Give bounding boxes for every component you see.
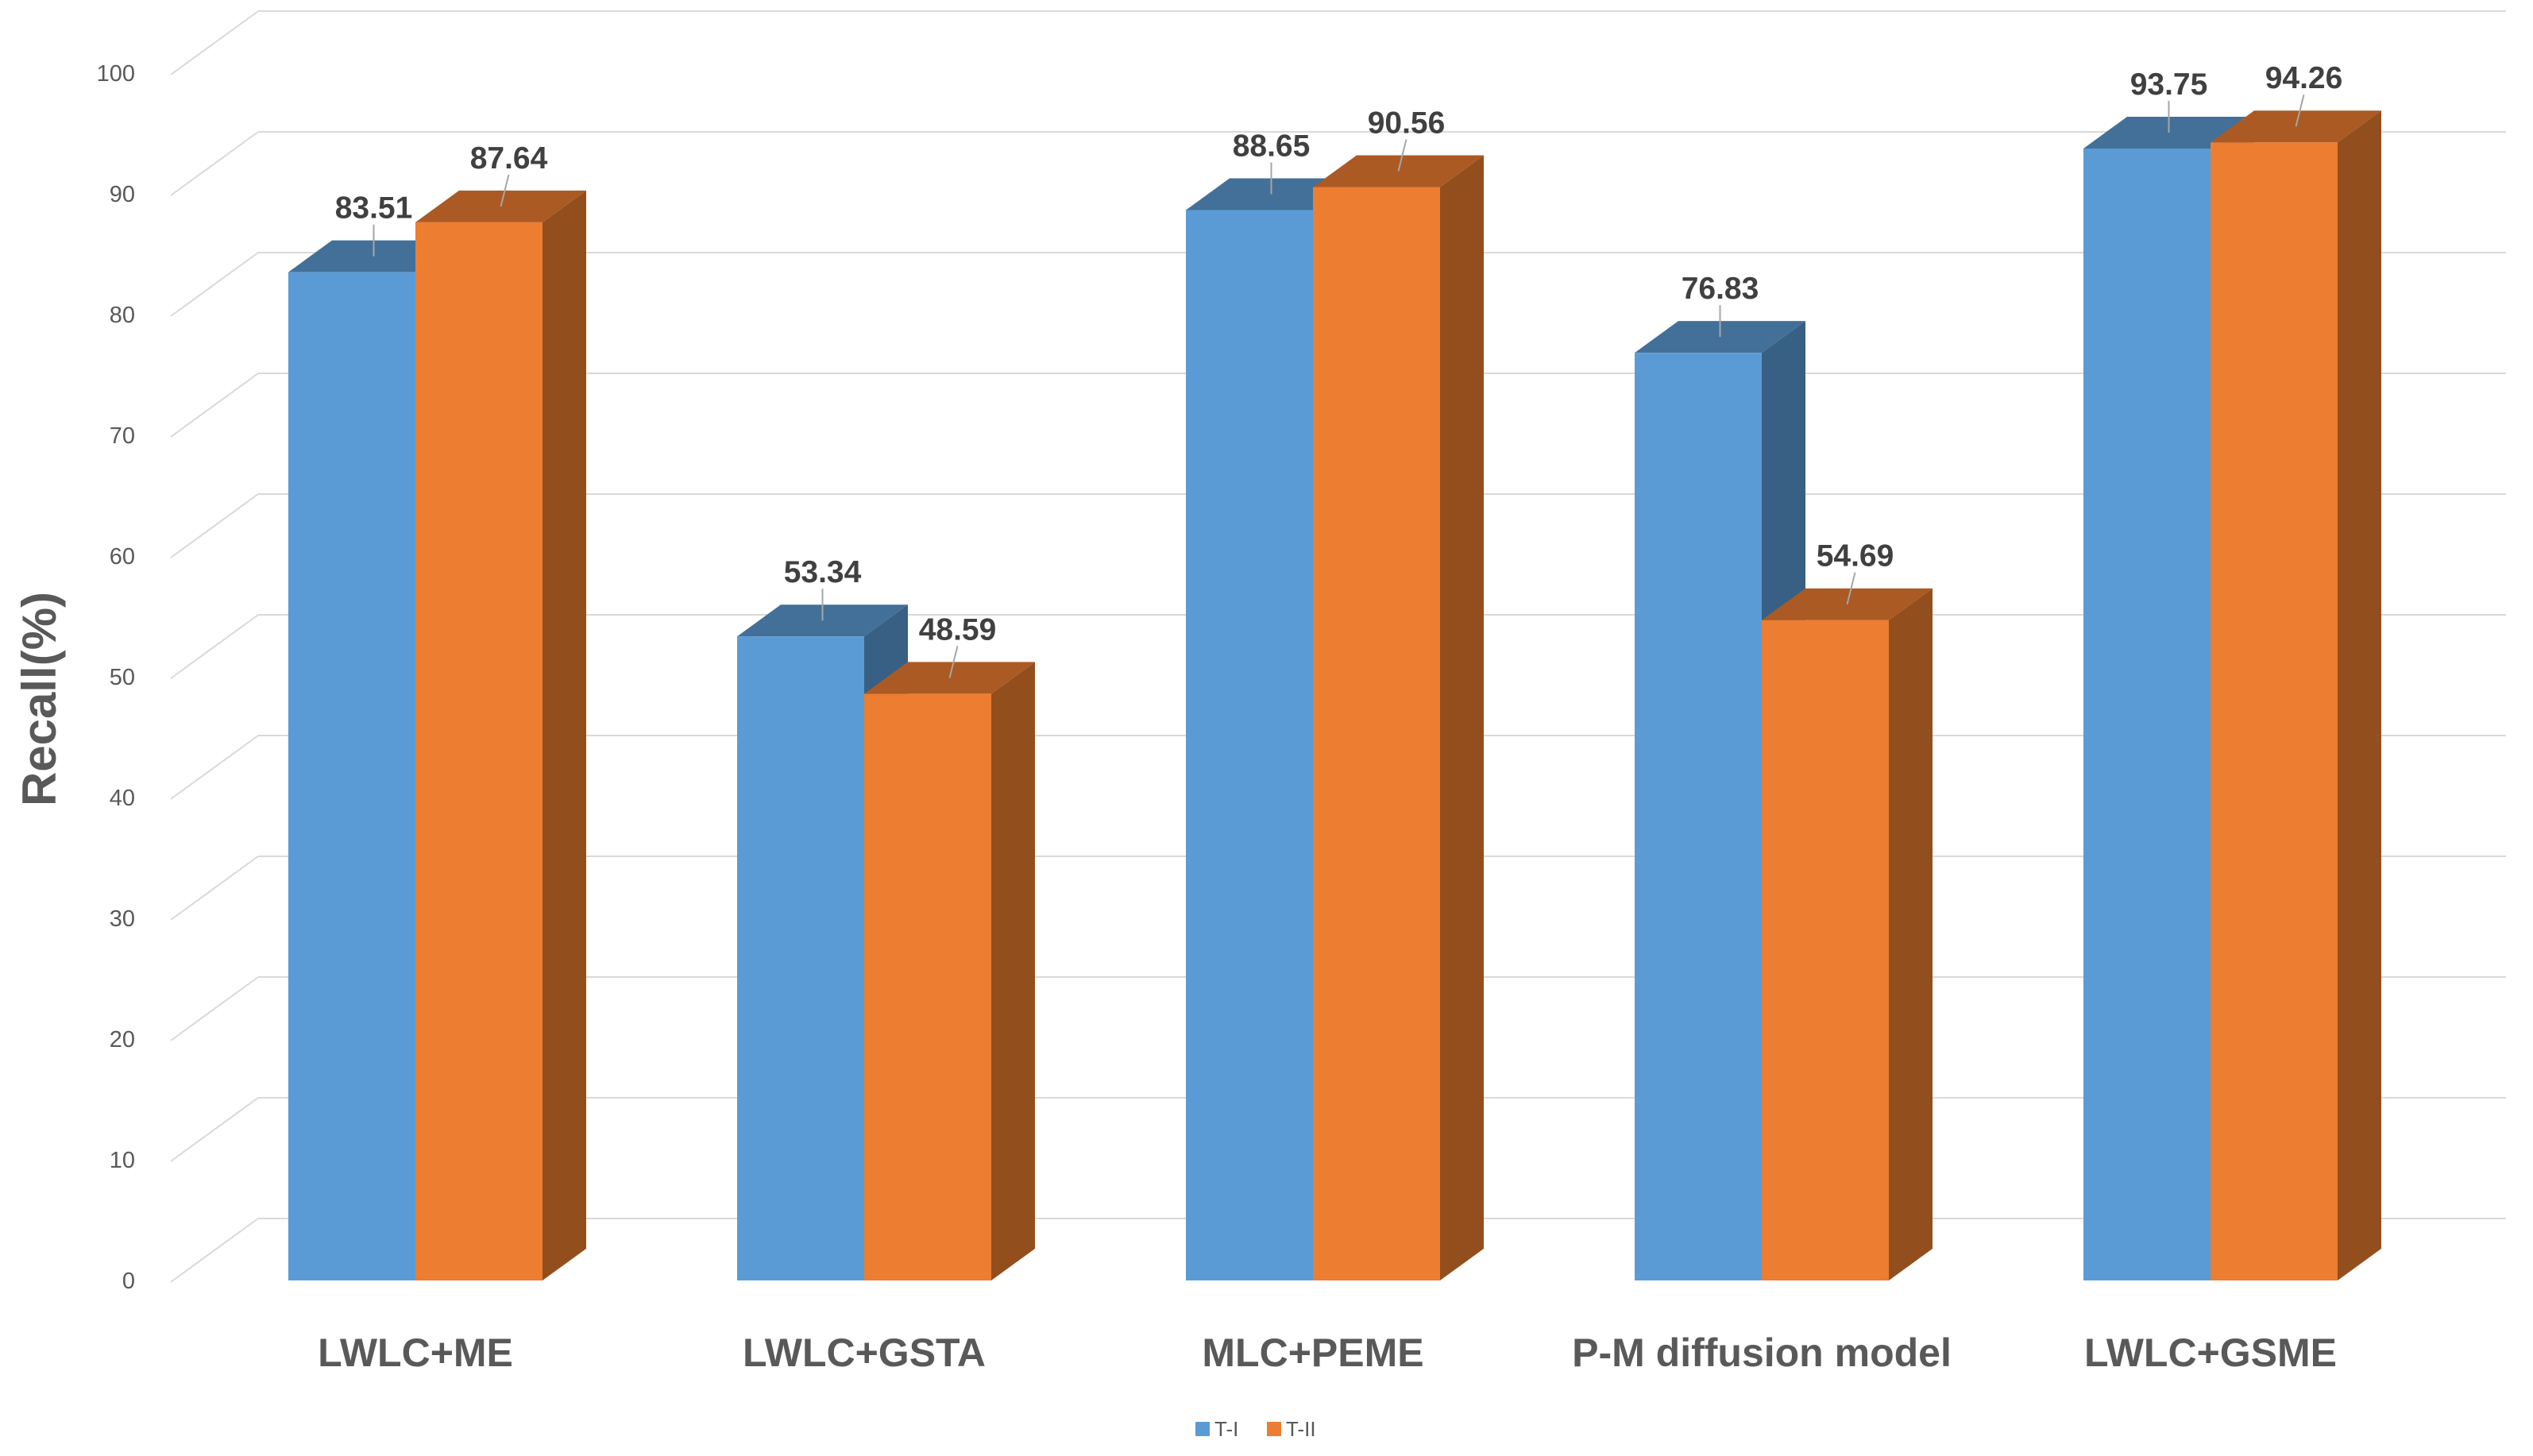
bar-front [2083, 149, 2211, 1280]
bar-t-ii-0 [415, 190, 586, 1281]
bar-t-ii-1 [864, 662, 1035, 1280]
y-tick-label: 80 [110, 303, 135, 328]
bar-t-ii-4 [2211, 110, 2381, 1280]
label-leader [1846, 572, 1856, 604]
data-label-t-ii: 94.26 [2265, 61, 2343, 95]
y-axis-title: Recall(%) [13, 592, 66, 806]
gridline-side [170, 1218, 259, 1283]
category-label: LWLC+GSTA [743, 1330, 986, 1375]
data-labels: 83.51 87.64 53.34 48.59 88.65 90.56 76.83 54.69… [335, 61, 2343, 678]
y-tick-label: 70 [110, 423, 135, 449]
legend-label-t-i: T-I [1214, 1417, 1238, 1441]
gridline-side [170, 131, 259, 196]
data-label-t-i: 88.65 [1233, 129, 1311, 164]
gridline-side [170, 10, 259, 75]
category-label: P-M diffusion model [1572, 1330, 1952, 1375]
bar-side [2338, 110, 2381, 1280]
x-axis-categories: LWLC+ME LWLC+GSTA MLC+PEME P-M diffusion mo… [318, 1330, 2337, 1375]
bar-front [737, 636, 864, 1280]
gridline-side [170, 976, 259, 1041]
bar-front [1313, 187, 1440, 1280]
bar-front [864, 693, 991, 1280]
y-axis-ticks: 0 10 20 30 40 50 60 70 80 90 100 [97, 61, 135, 1294]
data-label-t-ii: 87.64 [470, 141, 548, 176]
category-label: LWLC+ME [318, 1330, 513, 1375]
legend: T-I T-II [1195, 1417, 1316, 1441]
data-label-t-i: 76.83 [1682, 272, 1759, 306]
label-leader [500, 174, 510, 207]
data-label-t-ii: 90.56 [1368, 106, 1446, 140]
category-label: MLC+PEME [1202, 1330, 1423, 1375]
gridline-side [170, 373, 259, 438]
legend-swatch-t-i [1195, 1422, 1210, 1436]
gridline-side [170, 1097, 259, 1162]
bar-front [1186, 210, 1313, 1280]
y-tick-label: 0 [122, 1269, 135, 1294]
legend-swatch-t-ii [1267, 1422, 1281, 1436]
gridline-side [170, 252, 259, 317]
bar-side [1440, 155, 1484, 1280]
bar-front [415, 222, 543, 1280]
gridline-side [170, 614, 259, 679]
data-label-t-i: 53.34 [784, 555, 862, 589]
category-label: LWLC+GSME [2084, 1330, 2337, 1375]
y-tick-label: 90 [110, 182, 135, 207]
bar-t-ii-2 [1313, 155, 1484, 1280]
y-tick-label: 20 [110, 1027, 135, 1052]
y-tick-label: 40 [110, 786, 135, 811]
data-label-t-i: 93.75 [2130, 68, 2208, 102]
gridline-side [170, 735, 259, 800]
y-tick-label: 100 [97, 61, 135, 87]
y-tick-label: 10 [110, 1148, 135, 1173]
bars [288, 110, 2381, 1281]
label-leader [948, 646, 959, 678]
legend-label-t-ii: T-II [1286, 1417, 1316, 1441]
bar-front [1635, 353, 1762, 1281]
bar-side [543, 190, 586, 1281]
gridline-side [170, 855, 259, 921]
bar-side [991, 662, 1035, 1280]
y-tick-label: 30 [110, 906, 135, 932]
label-leader [2295, 95, 2305, 127]
bar-front [1762, 620, 1889, 1280]
data-label-t-ii: 48.59 [919, 612, 997, 647]
gridline-side [170, 493, 259, 558]
bar-front [2211, 142, 2338, 1280]
bar-side [1889, 588, 1933, 1280]
label-leader [1397, 139, 1407, 172]
data-label-t-i: 83.51 [335, 191, 413, 226]
data-label-t-ii: 54.69 [1817, 539, 1894, 574]
bar-t-ii-3 [1762, 588, 1933, 1280]
bar-front [288, 272, 415, 1281]
y-tick-label: 60 [110, 544, 135, 570]
y-tick-label: 50 [110, 665, 135, 690]
